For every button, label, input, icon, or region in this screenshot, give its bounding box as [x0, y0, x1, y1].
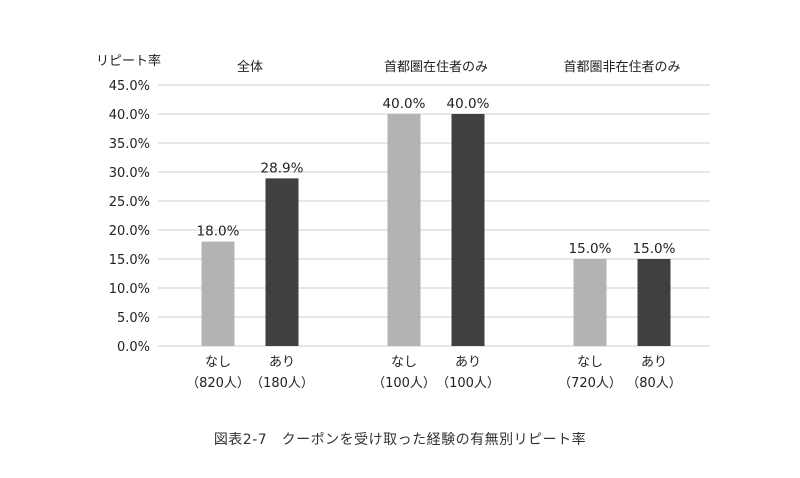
- bar-nashi: [573, 259, 607, 346]
- bar-nashi: [387, 114, 421, 346]
- category-count: （80人）: [626, 376, 682, 391]
- y-tick-labels: 0.0% 5.0% 10.0% 15.0% 20.0% 25.0% 30.0% 35.0% 40…: [109, 79, 150, 355]
- y-tick-label: 15.0%: [109, 253, 150, 268]
- bar-ari: [637, 259, 671, 346]
- data-labels: 18.0% 28.9% 40.0% 40.0% 15.0% 15.0%: [197, 96, 676, 257]
- data-label: 40.0%: [447, 96, 490, 112]
- gridlines: [158, 84, 710, 347]
- data-label: 15.0%: [569, 241, 612, 257]
- category-label: あり: [641, 355, 667, 370]
- y-tick-label: 35.0%: [109, 137, 150, 152]
- bar-nashi: [201, 241, 235, 346]
- category-count: （180人）: [250, 376, 314, 391]
- y-tick-label: 0.0%: [117, 340, 150, 355]
- category-label: なし: [391, 355, 417, 370]
- bars: [201, 114, 671, 346]
- category-count: （100人）: [436, 376, 500, 391]
- group-title: 首都圏在住者のみ: [384, 60, 488, 75]
- group-title: 首都圏非在住者のみ: [563, 60, 680, 75]
- category-count: （720人）: [558, 376, 622, 391]
- data-label: 28.9%: [261, 160, 304, 176]
- category-label: なし: [205, 355, 231, 370]
- category-count: （820人）: [186, 376, 250, 391]
- category-label: あり: [269, 355, 295, 370]
- figure-caption: 図表2-7 クーポンを受け取った経験の有無別リピート率: [213, 432, 587, 448]
- bar-ari: [265, 178, 299, 346]
- y-tick-label: 20.0%: [109, 224, 150, 239]
- data-label: 15.0%: [633, 241, 676, 257]
- y-tick-label: 40.0%: [109, 108, 150, 123]
- y-tick-label: 25.0%: [109, 195, 150, 210]
- category-count: （100人）: [372, 376, 436, 391]
- group-titles: 全体 首都圏在住者のみ 首都圏非在住者のみ: [237, 59, 681, 75]
- y-tick-label: 45.0%: [109, 79, 150, 94]
- bar-ari: [451, 114, 485, 346]
- y-tick-label: 30.0%: [109, 166, 150, 181]
- y-tick-label: 5.0%: [117, 311, 150, 326]
- category-label: なし: [577, 355, 603, 370]
- y-tick-label: 10.0%: [109, 282, 150, 297]
- data-label: 18.0%: [197, 224, 240, 240]
- data-label: 40.0%: [383, 96, 426, 112]
- category-label: あり: [455, 355, 481, 370]
- group-title: 全体: [237, 59, 263, 75]
- y-axis-label: リピート率: [96, 53, 161, 69]
- category-labels: なし （820人） あり （180人） なし （100人） あり （100人） なし （720人）…: [186, 355, 682, 391]
